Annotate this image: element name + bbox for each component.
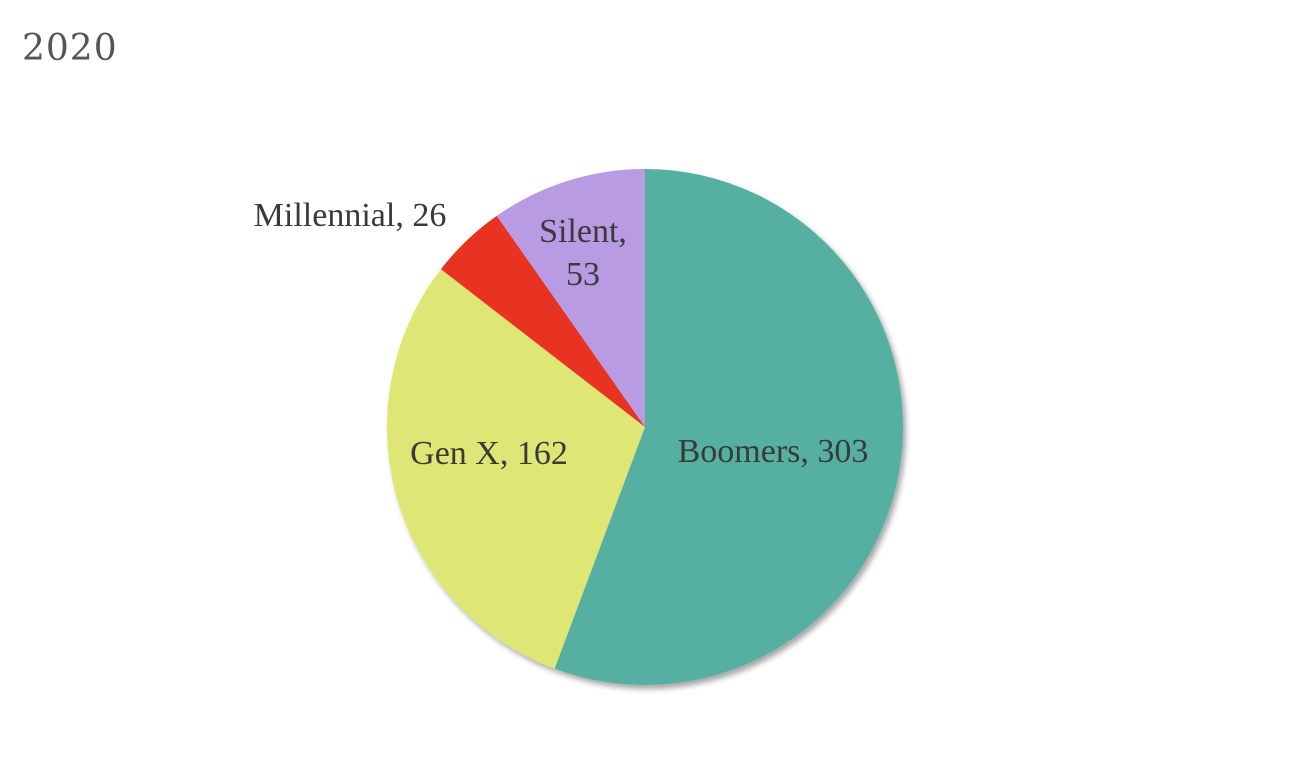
pie-labels: Boomers, 303 Gen X, 162 Millennial, 26 Sile… [254,197,869,472]
chart-title: 2020 [22,28,118,69]
data-label-gen-x: Gen X, 162 [410,435,568,472]
data-label-silent: Silent, 53 [539,213,627,293]
pie-slice-silent [496,169,645,427]
data-label-boomers: Boomers, 303 [678,433,869,470]
pie-slice-boomers [554,169,903,685]
data-label-millennial: Millennial, 26 [254,197,447,234]
pie-slice-millennial [440,215,645,427]
pie-slices [386,169,903,685]
pie-slice-gen-x [386,269,645,669]
